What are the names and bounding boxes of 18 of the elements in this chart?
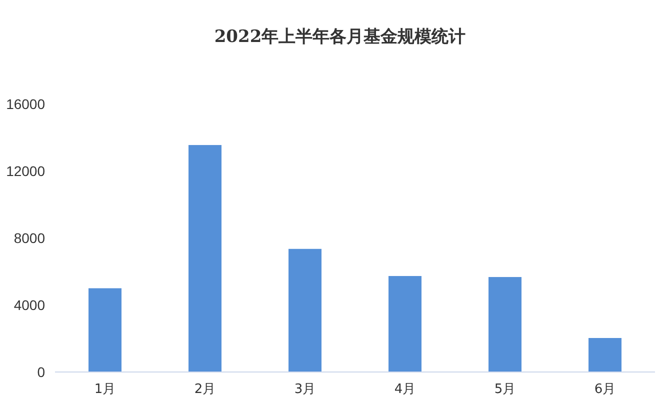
- y-tick-label: 16000: [6, 96, 46, 112]
- x-tick-label: 2月: [194, 382, 216, 397]
- x-tick-label: 6月: [594, 382, 616, 397]
- x-tick-label: 5月: [494, 382, 516, 397]
- x-tick-label: 1月: [94, 382, 116, 397]
- bar: [588, 338, 622, 372]
- bar: [288, 248, 322, 372]
- x-tick-label: 3月: [294, 382, 316, 397]
- chart-title: 2022年上半年各月基金规模统计: [214, 27, 466, 47]
- bar: [388, 276, 422, 372]
- bar: [488, 277, 522, 372]
- bar: [88, 288, 122, 372]
- y-tick-label: 0: [37, 364, 46, 380]
- y-tick-label: 4000: [14, 297, 46, 313]
- x-tick-label: 4月: [394, 382, 416, 397]
- y-tick-label: 12000: [6, 163, 46, 179]
- y-tick-label: 8000: [14, 230, 46, 246]
- bar: [188, 145, 222, 372]
